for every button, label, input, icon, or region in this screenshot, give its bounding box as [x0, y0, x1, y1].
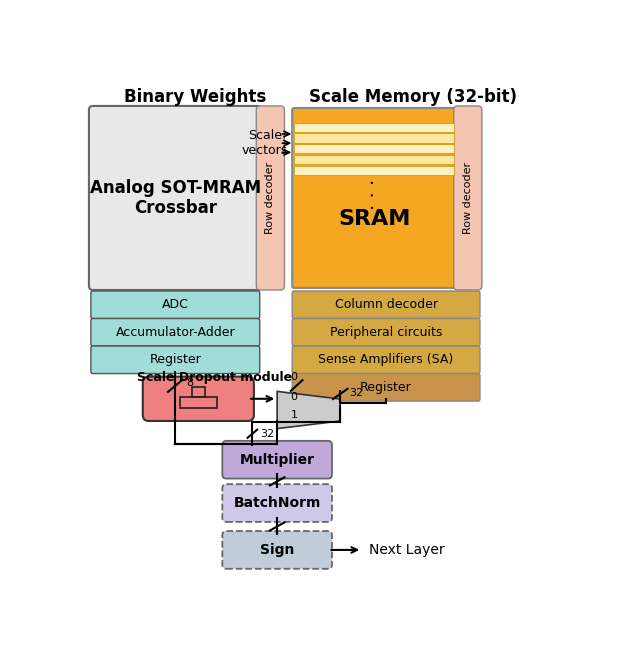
Text: ADC: ADC	[162, 299, 188, 311]
FancyBboxPatch shape	[292, 346, 480, 373]
FancyBboxPatch shape	[91, 346, 260, 373]
FancyBboxPatch shape	[222, 441, 332, 479]
FancyBboxPatch shape	[292, 108, 456, 288]
Text: 32: 32	[349, 388, 363, 398]
FancyBboxPatch shape	[143, 377, 254, 421]
FancyBboxPatch shape	[91, 291, 260, 318]
Text: BatchNorm: BatchNorm	[233, 496, 321, 510]
Text: Binary Weights: Binary Weights	[123, 88, 266, 107]
Text: Row decoder: Row decoder	[265, 162, 275, 234]
Bar	[294, 144, 454, 154]
Text: 8: 8	[186, 378, 193, 388]
Text: Column decoder: Column decoder	[334, 299, 438, 311]
Bar	[294, 155, 454, 164]
Text: Register: Register	[360, 381, 412, 394]
Polygon shape	[277, 391, 341, 428]
Bar	[294, 134, 454, 142]
FancyBboxPatch shape	[256, 106, 284, 290]
Text: Sense Amplifiers (SA): Sense Amplifiers (SA)	[319, 354, 454, 366]
Text: 32: 32	[260, 429, 274, 439]
FancyBboxPatch shape	[292, 373, 480, 401]
Text: Sign: Sign	[260, 543, 294, 557]
Text: Scale Memory (32-bit): Scale Memory (32-bit)	[309, 88, 517, 107]
Text: Register: Register	[150, 354, 201, 366]
Bar	[180, 397, 217, 408]
FancyBboxPatch shape	[454, 106, 482, 290]
Text: 1: 1	[290, 410, 297, 420]
Text: Scale
vectors: Scale vectors	[242, 129, 288, 157]
Bar	[192, 387, 205, 397]
Text: Row decoder: Row decoder	[463, 162, 473, 234]
Text: Peripheral circuits: Peripheral circuits	[330, 326, 442, 339]
Bar	[294, 166, 454, 175]
Text: Multiplier: Multiplier	[240, 453, 315, 467]
Text: 0: 0	[290, 392, 297, 402]
FancyBboxPatch shape	[292, 291, 480, 318]
Text: SRAM: SRAM	[338, 209, 411, 229]
Text: · · ·: · · ·	[365, 179, 384, 210]
FancyBboxPatch shape	[91, 318, 260, 346]
Text: Scale Dropout module: Scale Dropout module	[136, 371, 292, 384]
Bar	[294, 122, 454, 132]
Text: 0: 0	[290, 372, 297, 382]
Text: Accumulator-Adder: Accumulator-Adder	[115, 326, 235, 339]
Text: Analog SOT-MRAM
Crossbar: Analog SOT-MRAM Crossbar	[90, 179, 261, 217]
FancyBboxPatch shape	[292, 318, 480, 346]
FancyBboxPatch shape	[222, 484, 332, 522]
FancyBboxPatch shape	[89, 106, 262, 290]
Text: Next Layer: Next Layer	[369, 543, 445, 557]
FancyBboxPatch shape	[222, 531, 332, 569]
